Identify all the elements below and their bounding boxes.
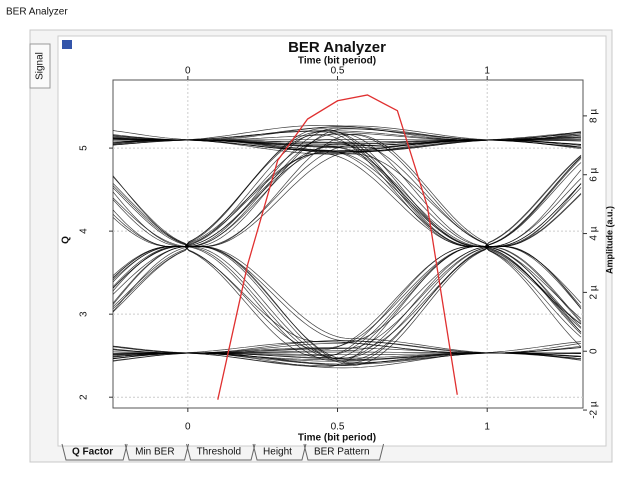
eye-trace xyxy=(112,130,582,333)
eye-trace xyxy=(112,154,582,358)
y2-axis-label: Amplitude (a.u.) xyxy=(604,206,614,274)
icon[interactable] xyxy=(62,40,72,49)
x-tick-label-top: 0 xyxy=(185,66,191,77)
x-tick-label: 0.5 xyxy=(331,422,345,433)
tab-label[interactable]: BER Pattern xyxy=(314,447,370,458)
side-tab[interactable] xyxy=(29,43,51,89)
eye-trace xyxy=(112,341,582,355)
y-tick-label: 3 xyxy=(79,311,90,317)
tab[interactable] xyxy=(61,443,128,461)
window-title: BER Analyzer xyxy=(6,7,68,18)
eye-trace xyxy=(112,131,582,276)
y-tick-label: 4 xyxy=(79,228,90,234)
tab-label[interactable]: Height xyxy=(263,447,292,458)
y2-tick-label: 8 µ xyxy=(589,109,600,123)
x-tick-label: 0 xyxy=(185,422,191,433)
tab-label[interactable]: Min BER xyxy=(135,447,174,458)
tab-label[interactable]: Threshold xyxy=(197,447,241,458)
y2-tick-label: 0 xyxy=(589,348,600,354)
tab[interactable] xyxy=(124,443,190,461)
eye-trace xyxy=(112,139,582,152)
eye-trace xyxy=(112,153,582,348)
x-tick-label-top: 0.5 xyxy=(331,66,345,77)
tab[interactable] xyxy=(303,443,385,461)
y2-tick-label: 6 µ xyxy=(589,167,600,181)
eye-trace xyxy=(112,175,582,364)
q-factor-line xyxy=(217,94,458,400)
eye-trace xyxy=(112,199,581,361)
plot: 0 0 0.5 0.5 1 1 2 3 4 5 -2 µ 0 2 µ 4 µ 6 µ 8 µ xyxy=(79,66,600,433)
tab[interactable] xyxy=(252,443,307,461)
x-axis-label-top: Time (bit period) xyxy=(298,56,376,67)
side-tab-label[interactable]: Signal xyxy=(35,52,46,80)
y-axis-label: Q xyxy=(61,236,72,244)
y-tick-label: 5 xyxy=(79,145,90,151)
y2-tick-label: 4 µ xyxy=(589,226,600,240)
eye-trace xyxy=(112,128,582,325)
tab[interactable] xyxy=(186,443,256,461)
y-tick-label: 2 xyxy=(79,394,90,400)
x-axis-label: Time (bit period) xyxy=(298,433,376,444)
tab-label[interactable]: Q Factor xyxy=(72,447,113,458)
y2-tick-label: -2 µ xyxy=(589,401,600,419)
chart-title: BER Analyzer xyxy=(288,39,386,56)
tab-bar: Q Factor Min BER Threshold Height BER Patter… xyxy=(61,443,385,461)
y2-tick-label: 2 µ xyxy=(589,285,600,299)
x-tick-label: 1 xyxy=(484,422,490,433)
x-tick-label-top: 1 xyxy=(484,66,490,77)
